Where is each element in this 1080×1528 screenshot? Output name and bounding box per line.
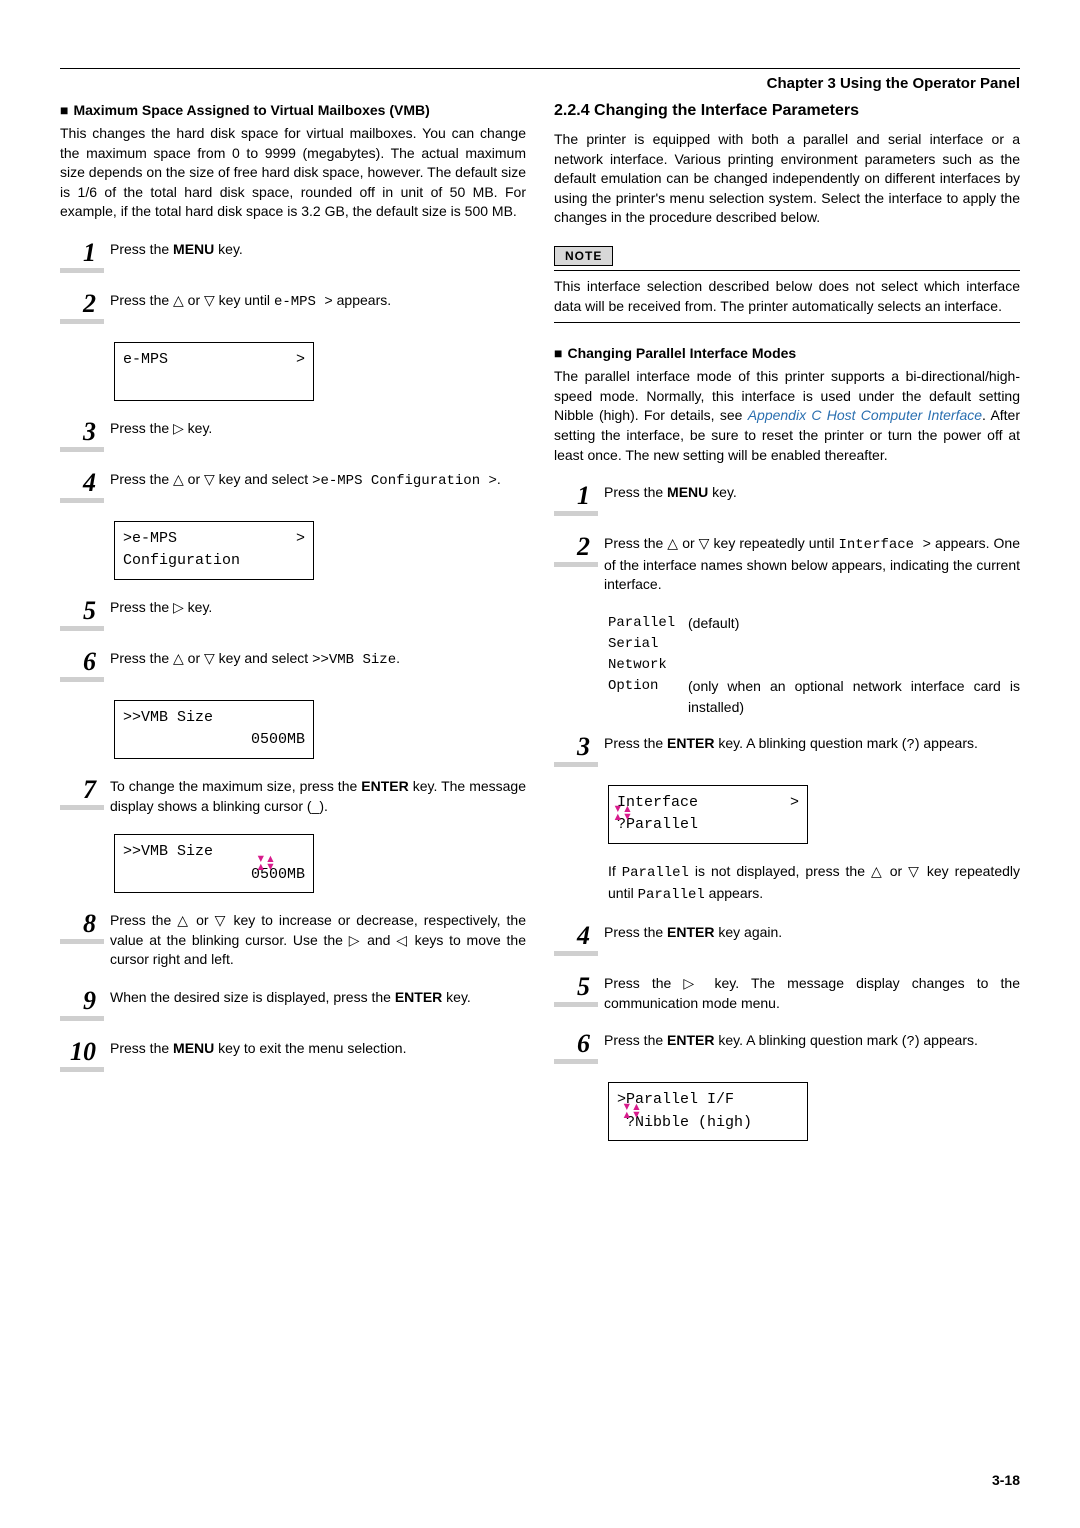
step-number: 3 — [554, 734, 598, 767]
note-rule-top — [554, 270, 1020, 271]
step-number: 1 — [554, 483, 598, 516]
appendix-link[interactable]: Appendix C Host Computer Interface — [748, 407, 982, 423]
step-number: 5 — [554, 974, 598, 1007]
interface-options: Parallel(default) Serial Network Option(… — [608, 613, 1020, 718]
step-number: 9 — [60, 988, 104, 1021]
vmb-heading-text: Maximum Space Assigned to Virtual Mailbo… — [73, 102, 429, 118]
two-column-layout: ■ Maximum Space Assigned to Virtual Mailb… — [60, 102, 1020, 1159]
note-block: NOTE This interface selection described … — [554, 246, 1020, 323]
step-number: 5 — [60, 598, 104, 631]
lcd-display-vmb-size: >>VMB Size 0500MB — [114, 700, 314, 759]
left-step-8: 8 Press the △ or ▽ key to increase or de… — [60, 911, 526, 970]
step-text: Press the ENTER key. A blinking question… — [604, 734, 1020, 756]
step-text: Press the △ or ▽ key until e-MPS > appea… — [110, 291, 526, 313]
step-text: To change the maximum size, press the EN… — [110, 777, 526, 816]
left-step-4: 4 Press the △ or ▽ key and select >e-MPS… — [60, 470, 526, 503]
right-step-4: 4 Press the ENTER key again. — [554, 923, 1020, 956]
parallel-heading-text: Changing Parallel Interface Modes — [567, 345, 796, 361]
left-column: ■ Maximum Space Assigned to Virtual Mailb… — [60, 102, 526, 1159]
step-number: 4 — [554, 923, 598, 956]
right-column: 2.2.4 Changing the Interface Parameters … — [554, 102, 1020, 1159]
step-number: 10 — [60, 1039, 104, 1072]
step-number: 7 — [60, 777, 104, 810]
section-title: 2.2.4 Changing the Interface Parameters — [554, 102, 1020, 120]
step-number: 2 — [554, 534, 598, 567]
parallel-heading: ■ Changing Parallel Interface Modes — [554, 345, 1020, 361]
right-step-6: 6 Press the ENTER key. A blinking questi… — [554, 1031, 1020, 1064]
step-text: When the desired size is displayed, pres… — [110, 988, 526, 1008]
chapter-header: Chapter 3 Using the Operator Panel — [60, 75, 1020, 92]
square-bullet-icon: ■ — [554, 345, 562, 361]
left-step-1: 1 Press the MENU key. — [60, 240, 526, 273]
left-step-2: 2 Press the △ or ▽ key until e-MPS > app… — [60, 291, 526, 324]
left-step-7: 7 To change the maximum size, press the … — [60, 777, 526, 816]
right-step-2: 2 Press the △ or ▽ key repeatedly until … — [554, 534, 1020, 595]
top-rule — [60, 68, 1020, 69]
vmb-intro: This changes the hard disk space for vir… — [60, 124, 526, 222]
step-number: 1 — [60, 240, 104, 273]
step-number: 6 — [60, 649, 104, 682]
step-number: 2 — [60, 291, 104, 324]
left-step-5: 5 Press the ▷ key. — [60, 598, 526, 631]
section-intro: The printer is equipped with both a para… — [554, 130, 1020, 228]
step-number: 8 — [60, 911, 104, 944]
step-text: Press the ▷ key. — [110, 419, 526, 439]
step-text: Press the MENU key to exit the menu sele… — [110, 1039, 526, 1059]
step-text: Press the MENU key. — [604, 483, 1020, 503]
left-step-3: 3 Press the ▷ key. — [60, 419, 526, 452]
step-text: Press the ▷ key. — [110, 598, 526, 618]
left-step-10: 10 Press the MENU key to exit the menu s… — [60, 1039, 526, 1072]
step-text: Press the △ or ▽ key repeatedly until In… — [604, 534, 1020, 595]
lcd-display-emps-config: >e-MPS> Configuration — [114, 521, 314, 580]
square-bullet-icon: ■ — [60, 102, 68, 118]
step-text: Press the △ or ▽ key and select >>VMB Si… — [110, 649, 526, 671]
step-number: 3 — [60, 419, 104, 452]
step-text: Press the ▷ key. The message display cha… — [604, 974, 1020, 1013]
step-text: Press the MENU key. — [110, 240, 526, 260]
right-step-3: 3 Press the ENTER key. A blinking questi… — [554, 734, 1020, 767]
lcd-display-emps: e-MPS> — [114, 342, 314, 401]
step-text: Press the △ or ▽ key to increase or decr… — [110, 911, 526, 970]
left-step-6: 6 Press the △ or ▽ key and select >>VMB … — [60, 649, 526, 682]
parallel-intro: The parallel interface mode of this prin… — [554, 367, 1020, 465]
lcd-display-parallel-if: >Parallel I/F ?▾▴▴▾Nibble (high) — [608, 1082, 808, 1141]
left-step-9: 9 When the desired size is displayed, pr… — [60, 988, 526, 1021]
step-text: Press the △ or ▽ key and select >e-MPS C… — [110, 470, 526, 492]
note-label: NOTE — [554, 246, 613, 266]
after-lcd-note: If Parallel is not displayed, press the … — [608, 862, 1020, 905]
right-step-5: 5 Press the ▷ key. The message display c… — [554, 974, 1020, 1013]
page-number: 3-18 — [992, 1472, 1020, 1488]
vmb-heading: ■ Maximum Space Assigned to Virtual Mailb… — [60, 102, 526, 118]
step-number: 6 — [554, 1031, 598, 1064]
note-text: This interface selection described below… — [554, 277, 1020, 316]
note-rule-bottom — [554, 322, 1020, 323]
lcd-display-vmb-size-edit: >>VMB Size 05▾▴▴▾00MB — [114, 834, 314, 893]
lcd-display-interface: Interface> ?▾▴▴▾Parallel — [608, 785, 808, 844]
step-text: Press the ENTER key again. — [604, 923, 1020, 943]
step-text: Press the ENTER key. A blinking question… — [604, 1031, 1020, 1053]
step-number: 4 — [60, 470, 104, 503]
right-step-1: 1 Press the MENU key. — [554, 483, 1020, 516]
